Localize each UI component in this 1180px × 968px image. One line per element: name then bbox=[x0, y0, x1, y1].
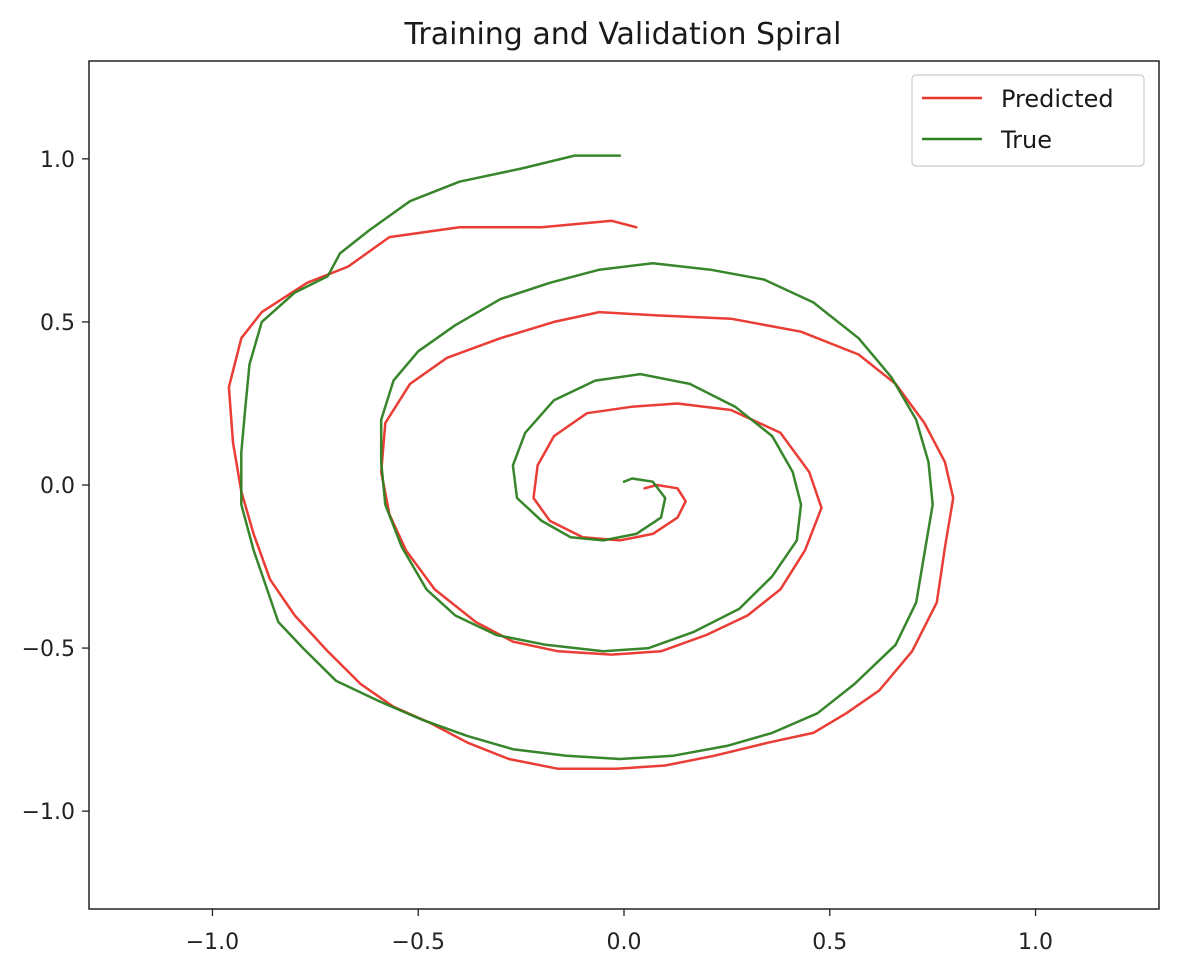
x-tick-label: 0.5 bbox=[812, 930, 847, 955]
x-tick-label: 0.0 bbox=[607, 930, 642, 955]
legend-label-predicted: Predicted bbox=[1001, 85, 1114, 113]
y-tick-label: −1.0 bbox=[22, 800, 75, 825]
legend: Predicted True bbox=[911, 74, 1145, 167]
x-axis: −1.0 −0.5 0.0 0.5 1.0 bbox=[186, 909, 1053, 955]
plot-frame bbox=[88, 60, 1160, 910]
legend-label-true: True bbox=[1000, 126, 1052, 154]
x-tick-label: −1.0 bbox=[186, 930, 239, 955]
y-tick-label: 0.5 bbox=[40, 311, 75, 336]
series-line-predicted bbox=[227, 219, 955, 771]
y-tick-label: −0.5 bbox=[22, 637, 75, 662]
chart-title: Training and Validation Spiral bbox=[403, 17, 841, 52]
series-line-true bbox=[240, 154, 934, 761]
series-layer bbox=[227, 154, 955, 771]
y-tick-label: 1.0 bbox=[40, 148, 75, 173]
x-tick-label: 1.0 bbox=[1018, 930, 1053, 955]
y-axis: −1.0 −0.5 0.0 0.5 1.0 bbox=[22, 148, 89, 825]
x-tick-label: −0.5 bbox=[392, 930, 445, 955]
y-tick-label: 0.0 bbox=[40, 474, 75, 499]
